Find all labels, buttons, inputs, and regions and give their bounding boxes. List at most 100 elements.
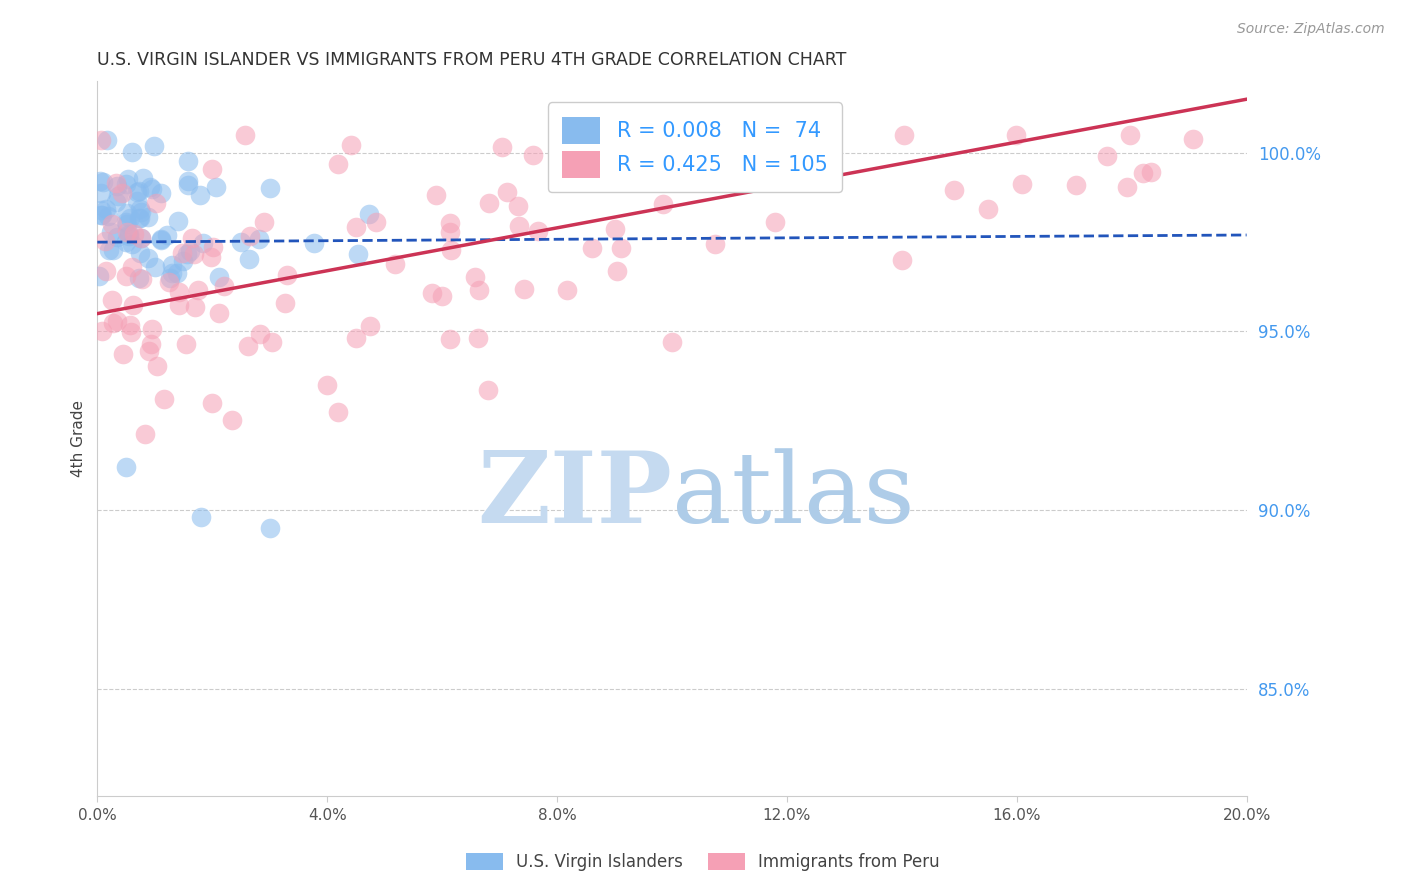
- Point: [506, 199, 529, 213]
- Point: [221, 413, 243, 427]
- Point: [120, 325, 142, 339]
- Point: [1119, 128, 1142, 142]
- Point: [115, 215, 138, 229]
- Point: [326, 156, 349, 170]
- Text: U.S. VIRGIN ISLANDER VS IMMIGRANTS FROM PERU 4TH GRADE CORRELATION CHART: U.S. VIRGIN ISLANDER VS IMMIGRANTS FROM …: [97, 51, 846, 69]
- Point: [187, 283, 209, 297]
- Point: [179, 244, 201, 259]
- Point: [96, 133, 118, 147]
- Point: [201, 396, 224, 410]
- Point: [91, 208, 114, 222]
- Point: [97, 209, 120, 223]
- Point: [167, 285, 190, 299]
- Point: [359, 318, 381, 333]
- Point: [98, 243, 121, 257]
- Point: [478, 196, 501, 211]
- Point: [105, 230, 128, 244]
- Point: [177, 174, 200, 188]
- Point: [508, 219, 530, 234]
- Point: [139, 337, 162, 351]
- Point: [132, 171, 155, 186]
- Point: [117, 171, 139, 186]
- Point: [703, 237, 725, 252]
- Point: [87, 268, 110, 283]
- Point: [1011, 177, 1033, 191]
- Point: [115, 217, 138, 231]
- Point: [1097, 149, 1119, 163]
- Point: [105, 176, 128, 190]
- Point: [141, 182, 163, 196]
- Point: [166, 266, 188, 280]
- Point: [101, 217, 124, 231]
- Point: [276, 268, 298, 283]
- Point: [742, 128, 765, 142]
- Point: [172, 253, 194, 268]
- Point: [581, 241, 603, 255]
- Point: [344, 331, 367, 345]
- Point: [115, 460, 138, 475]
- Point: [763, 215, 786, 229]
- Point: [91, 175, 114, 189]
- Point: [180, 231, 202, 245]
- Point: [316, 378, 339, 392]
- Point: [357, 207, 380, 221]
- Point: [205, 179, 228, 194]
- Point: [149, 186, 172, 201]
- Point: [104, 194, 127, 209]
- Point: [1132, 166, 1154, 180]
- Point: [208, 305, 231, 319]
- Point: [153, 392, 176, 407]
- Point: [103, 244, 125, 258]
- Point: [114, 177, 136, 191]
- Point: [101, 317, 124, 331]
- Point: [115, 268, 138, 283]
- Point: [128, 211, 150, 226]
- Point: [238, 252, 260, 267]
- Point: [191, 236, 214, 251]
- Point: [166, 214, 188, 228]
- Text: atlas: atlas: [672, 448, 915, 544]
- Point: [582, 172, 605, 186]
- Point: [149, 232, 172, 246]
- Point: [129, 245, 152, 260]
- Point: [107, 189, 129, 203]
- Point: [162, 266, 184, 280]
- Point: [233, 128, 256, 142]
- Point: [606, 263, 628, 277]
- Point: [430, 289, 453, 303]
- Point: [94, 202, 117, 216]
- Point: [439, 216, 461, 230]
- Point: [977, 202, 1000, 216]
- Point: [121, 260, 143, 274]
- Point: [605, 222, 627, 236]
- Point: [90, 208, 112, 222]
- Point: [159, 271, 181, 285]
- Point: [156, 228, 179, 243]
- Point: [491, 140, 513, 154]
- Point: [138, 344, 160, 359]
- Point: [90, 186, 112, 201]
- Point: [201, 240, 224, 254]
- Point: [122, 227, 145, 242]
- Point: [247, 232, 270, 246]
- Point: [110, 186, 132, 200]
- Point: [526, 224, 548, 238]
- Point: [91, 324, 114, 338]
- Point: [90, 203, 112, 218]
- Point: [440, 244, 463, 258]
- Point: [467, 330, 489, 344]
- Point: [128, 202, 150, 217]
- Point: [177, 178, 200, 192]
- Point: [150, 234, 173, 248]
- Point: [134, 426, 156, 441]
- Point: [118, 227, 141, 242]
- Point: [184, 300, 207, 314]
- Point: [105, 314, 128, 328]
- Point: [201, 162, 224, 177]
- Point: [208, 270, 231, 285]
- Point: [141, 321, 163, 335]
- Point: [652, 197, 675, 211]
- Point: [495, 185, 517, 199]
- Point: [145, 196, 167, 211]
- Legend: R = 0.008   N =  74, R = 0.425   N = 105: R = 0.008 N = 74, R = 0.425 N = 105: [548, 103, 842, 193]
